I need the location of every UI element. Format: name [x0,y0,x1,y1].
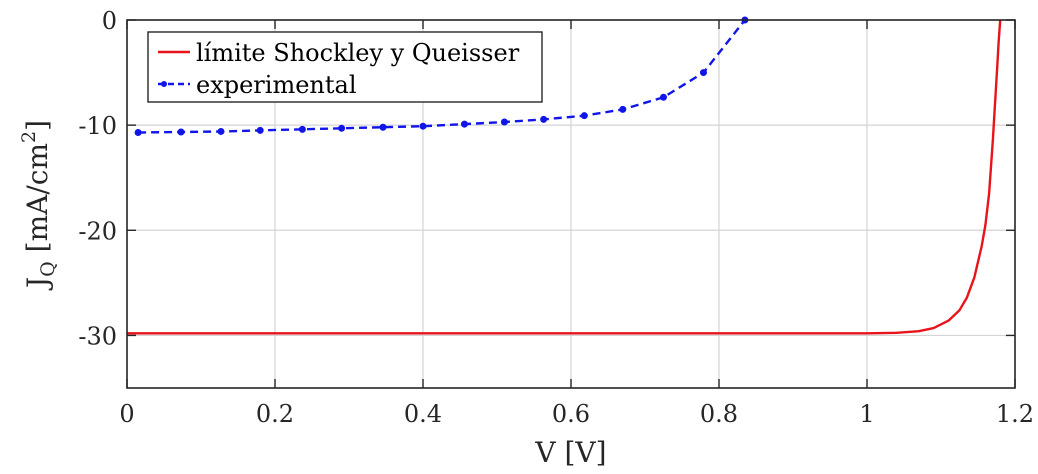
y-axis-label: JQ [mA/cm2] [18,120,59,291]
series-line-0 [127,19,1002,335]
series-line-1 [138,19,746,134]
y-axis-label-sup: 2 [18,131,40,143]
y-tick-label: 0 [102,7,117,35]
data-point [256,126,264,134]
legend-box [147,31,543,103]
data-point [660,93,667,101]
x-tick-label: 0.8 [700,400,738,428]
data-point [217,127,225,135]
data-point [177,128,185,136]
y-tick-label: -20 [78,217,117,245]
data-point [699,69,707,77]
x-tick-label: 1.2 [996,400,1034,428]
y-axis-label-close: ] [21,120,54,131]
x-tick-label: 0.6 [552,400,590,428]
data-point [540,115,548,123]
y-tick-label: -10 [78,112,117,140]
y-axis-label-unit: [mA/cm [21,143,54,261]
data-point [338,124,346,132]
y-axis-ticks: 0 -10 -20 -30 [78,7,1015,350]
y-axis-label-sub: Q [37,261,59,277]
x-tick-label: 0 [119,400,134,428]
y-axis-label-main: J [21,277,54,291]
legend: límite Shockley y Queisser experimental [147,31,543,103]
y-tick-label: -30 [78,322,117,350]
data-point [379,123,387,131]
x-tick-label: 0.2 [256,400,294,428]
legend-entry-experimental: experimental [196,71,357,99]
legend-entry-shockley: límite Shockley y Queisser [196,39,520,67]
data-point [298,125,306,133]
data-point [134,129,142,137]
series-layer [127,16,1002,335]
x-tick-label: 1 [859,400,874,428]
legend-marker-experimental [161,81,167,87]
x-tick-label: 0.4 [404,400,442,428]
data-point [580,112,588,120]
data-point [419,122,427,130]
data-point [460,120,468,128]
x-axis-label: V [V] [534,436,606,469]
data-point [500,118,508,126]
x-axis-ticks: 0 0.2 0.4 0.6 0.8 1 1.2 [119,20,1034,428]
data-point [619,105,627,113]
plot-frame [126,19,1016,389]
